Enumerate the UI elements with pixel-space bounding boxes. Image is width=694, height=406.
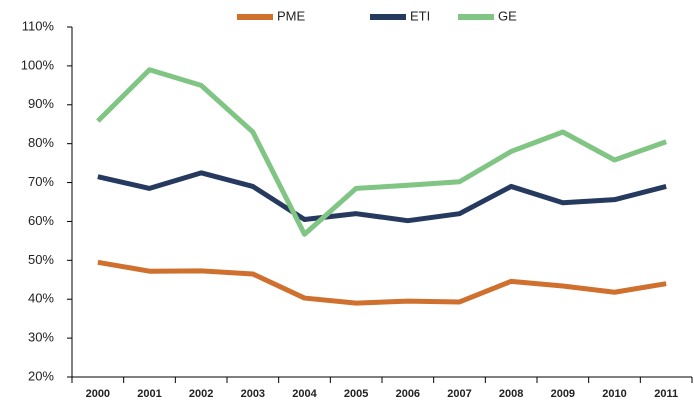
- y-tick-label: 50%: [28, 252, 54, 267]
- x-tick-label: 2007: [447, 388, 471, 400]
- y-tick-label: 100%: [21, 57, 55, 72]
- series-line: [97, 259, 667, 306]
- y-tick-label: 80%: [28, 135, 54, 150]
- x-tick-label: 2000: [86, 388, 110, 400]
- x-tick-label: 2004: [292, 388, 317, 400]
- x-tick-label: 2001: [137, 388, 161, 400]
- x-tick-label: 2011: [654, 388, 678, 400]
- y-tick-label: 70%: [28, 174, 54, 189]
- y-tick-label: 60%: [28, 213, 54, 228]
- y-tick-label: 110%: [22, 18, 55, 33]
- y-tick-label: 20%: [28, 368, 54, 383]
- series-line: [96, 67, 668, 237]
- legend-label: ETI: [410, 8, 430, 23]
- y-tick-label: 40%: [28, 291, 54, 306]
- x-tick-label: 2006: [396, 388, 420, 400]
- legend-label: GE: [498, 8, 517, 23]
- y-tick-label: 30%: [28, 330, 54, 345]
- series-line: [97, 170, 667, 224]
- x-tick-label: 2009: [551, 388, 575, 400]
- x-tick-label: 2008: [499, 388, 523, 400]
- x-tick-label: 2010: [602, 388, 626, 400]
- x-tick-label: 2002: [189, 388, 213, 400]
- y-tick-label: 90%: [28, 96, 54, 111]
- legend-label: PME: [277, 8, 306, 23]
- x-tick-label: 2005: [344, 388, 368, 400]
- x-tick-label: 2003: [241, 388, 265, 400]
